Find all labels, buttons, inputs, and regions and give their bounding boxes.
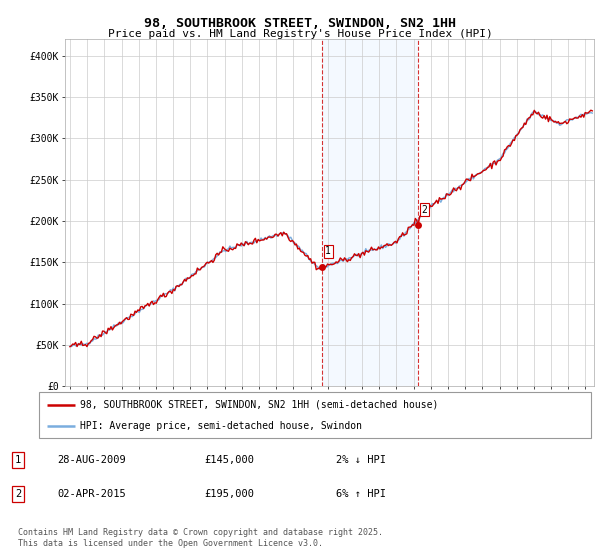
Text: £195,000: £195,000: [204, 489, 254, 499]
Bar: [322, 39, 418, 386]
Text: This data is licensed under the Open Government Licence v3.0.: This data is licensed under the Open Gov…: [18, 539, 323, 548]
Text: 98, SOUTHBROOK STREET, SWINDON, SN2 1HH (semi-detached house): 98, SOUTHBROOK STREET, SWINDON, SN2 1HH …: [80, 400, 439, 410]
Text: 2% ↓ HPI: 2% ↓ HPI: [336, 455, 386, 465]
Text: 1: 1: [15, 455, 21, 465]
Text: 98, SOUTHBROOK STREET, SWINDON, SN2 1HH: 98, SOUTHBROOK STREET, SWINDON, SN2 1HH: [144, 17, 456, 30]
Text: 2: 2: [421, 205, 427, 215]
Text: 1: 1: [325, 246, 331, 256]
Text: HPI: Average price, semi-detached house, Swindon: HPI: Average price, semi-detached house,…: [80, 421, 362, 431]
Text: 2: 2: [15, 489, 21, 499]
Text: Price paid vs. HM Land Registry's House Price Index (HPI): Price paid vs. HM Land Registry's House …: [107, 29, 493, 39]
Text: Contains HM Land Registry data © Crown copyright and database right 2025.: Contains HM Land Registry data © Crown c…: [18, 528, 383, 536]
Text: 28-AUG-2009: 28-AUG-2009: [57, 455, 126, 465]
Text: 6% ↑ HPI: 6% ↑ HPI: [336, 489, 386, 499]
Text: £145,000: £145,000: [204, 455, 254, 465]
Text: 02-APR-2015: 02-APR-2015: [57, 489, 126, 499]
